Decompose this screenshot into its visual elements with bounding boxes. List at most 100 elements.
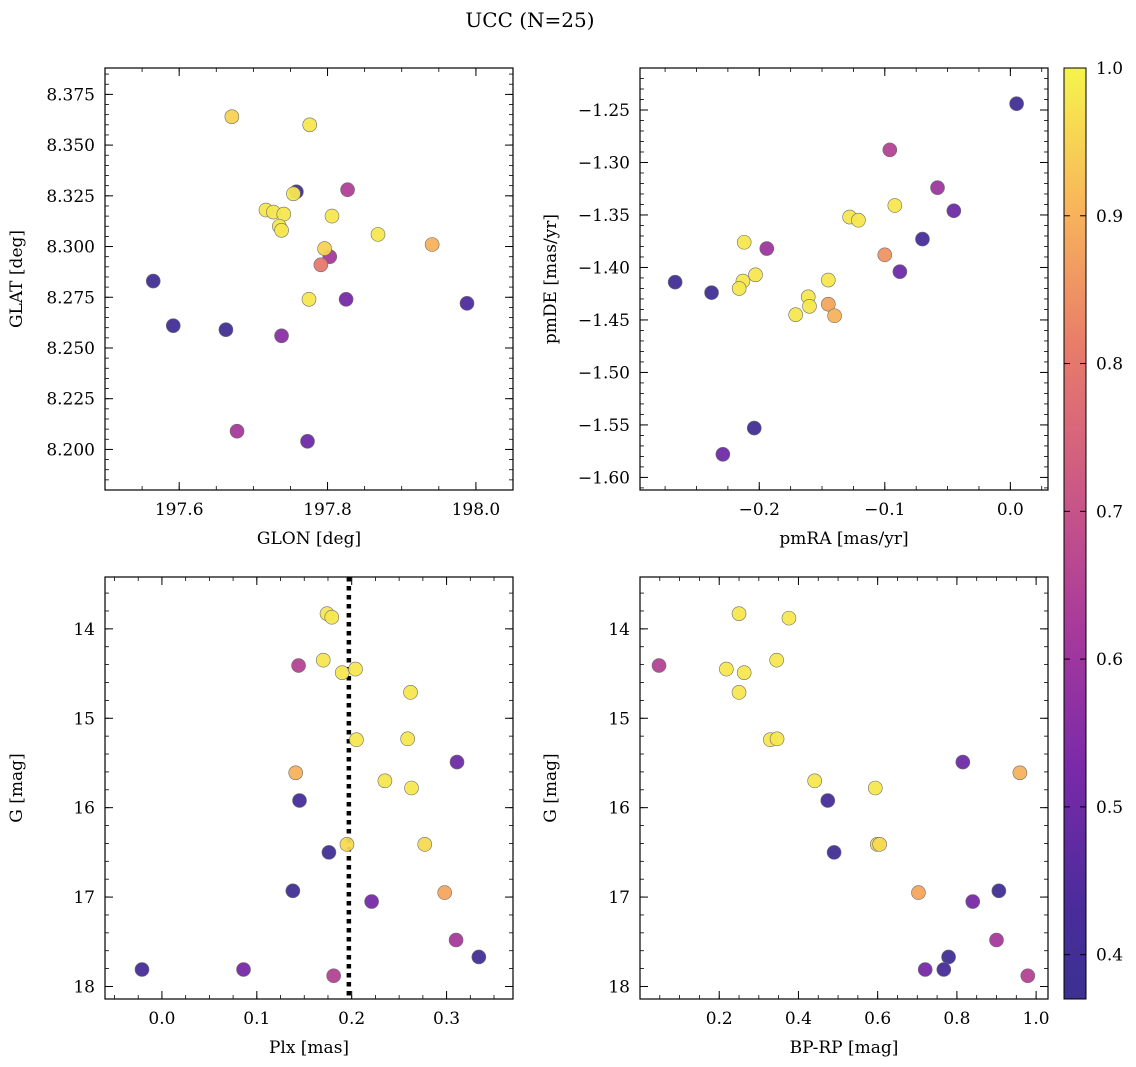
data-point (339, 837, 355, 852)
data-point (821, 272, 836, 288)
colorbar-tick-label: 1.0 (1096, 59, 1123, 79)
y-tick-label: 8.350 (46, 136, 95, 156)
data-point (274, 328, 289, 344)
y-tick-label: −1.30 (578, 153, 630, 173)
colorbar-tick-label: 0.7 (1096, 502, 1123, 522)
data-point (930, 180, 945, 195)
x-axis-label: GLON [deg] (257, 529, 361, 549)
data-point (736, 234, 752, 250)
data-point (286, 186, 301, 202)
y-tick-label: 15 (73, 709, 95, 729)
y-tick-label: −1.45 (578, 311, 630, 331)
data-point (769, 731, 785, 747)
data-point (370, 227, 386, 242)
colorbar-gradient (1063, 67, 1087, 1000)
y-tick-label: 15 (608, 709, 630, 729)
data-point (704, 285, 719, 300)
y-tick-label: 17 (73, 888, 95, 908)
data-point (317, 241, 332, 256)
data-point (826, 845, 842, 860)
y-tick-label: −1.40 (578, 258, 630, 278)
data-point (917, 962, 933, 977)
x-tick-label: 0.2 (338, 1009, 365, 1029)
data-point (965, 894, 981, 909)
data-point (324, 208, 340, 224)
x-tick-label: −0.2 (739, 500, 780, 520)
colorbar-tick-label: 0.4 (1096, 946, 1123, 966)
data-point (991, 883, 1007, 899)
axes-frame (104, 576, 514, 1000)
data-point (746, 420, 762, 436)
data-point (134, 962, 150, 977)
y-tick-label: 8.275 (46, 288, 95, 308)
data-point (651, 658, 667, 673)
x-tick-label: 0.2 (706, 1009, 733, 1029)
y-tick-label: −1.55 (578, 416, 630, 436)
data-point (403, 685, 418, 700)
data-point (851, 212, 866, 228)
data-point (827, 308, 842, 324)
data-point (229, 423, 245, 439)
data-point (1012, 765, 1028, 781)
data-point (300, 434, 315, 449)
data-point (769, 652, 784, 668)
data-point (955, 754, 971, 770)
y-tick-label: 14 (73, 620, 95, 640)
y-tick-label: 8.300 (46, 238, 95, 258)
data-point (377, 773, 393, 789)
data-point (667, 274, 683, 290)
colorbar-tick-label: 0.9 (1096, 207, 1123, 227)
y-tick-label: 18 (73, 977, 95, 997)
x-tick-label: 0.4 (785, 1009, 812, 1029)
data-point (326, 968, 341, 984)
data-point (877, 247, 893, 263)
data-point (715, 447, 731, 462)
data-point (788, 307, 803, 322)
panel-2: −0.2 −0.1 0.0 −1.60 −1.55 −1.50 −1.45 −1.40 −1.3… (541, 67, 1049, 549)
y-tick-label: 14 (608, 620, 630, 640)
data-point (315, 652, 331, 668)
data-point (302, 117, 318, 133)
y-tick-label: 18 (608, 977, 630, 997)
figure-title: UCC (N=25) (465, 8, 594, 32)
data-point (731, 685, 747, 700)
axes-frame (639, 576, 1049, 1000)
data-point (781, 610, 797, 626)
data-point (820, 793, 836, 808)
y-tick-label: 8.375 (46, 85, 95, 105)
data-point (364, 894, 379, 909)
x-tick-label: 0.0 (148, 1009, 175, 1029)
data-point (449, 754, 465, 770)
data-point (145, 273, 161, 289)
data-point (165, 318, 181, 333)
x-tick-label: 198.0 (452, 500, 501, 520)
data-point (731, 606, 747, 621)
data-point (759, 241, 775, 256)
y-tick-label: 16 (608, 799, 630, 819)
data-point (719, 661, 734, 677)
data-point (915, 231, 930, 247)
x-tick-label: −0.1 (864, 500, 905, 520)
data-point (236, 962, 251, 977)
x-axis-label: Plx [mas] (269, 1038, 349, 1058)
data-point (301, 291, 317, 307)
data-point (291, 658, 306, 673)
x-tick-label: 1.0 (1023, 1009, 1050, 1029)
data-point (338, 291, 354, 307)
data-point (321, 845, 337, 860)
data-point (417, 837, 433, 852)
data-point (807, 773, 822, 789)
data-point (424, 237, 440, 252)
y-tick-label: −1.35 (578, 206, 630, 226)
data-point (313, 257, 329, 273)
data-point (731, 281, 747, 296)
data-point (887, 198, 903, 213)
panel-4: 0.2 0.4 0.6 0.8 1.0 14 15 16 17 18 BP-RP [mag] G [m… (541, 576, 1050, 1058)
data-point (404, 780, 419, 796)
x-tick-label: 0.3 (433, 1009, 460, 1029)
y-tick-label: 8.200 (46, 440, 95, 460)
data-point (872, 837, 887, 852)
data-point (288, 765, 304, 781)
data-point (867, 780, 883, 796)
